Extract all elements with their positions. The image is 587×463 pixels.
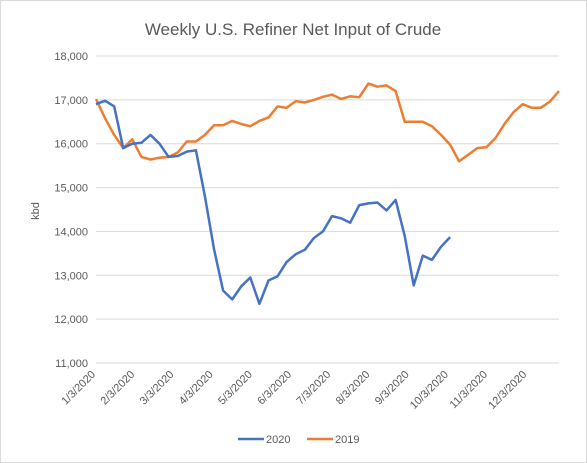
x-tick-label: 1/3/2020 — [59, 369, 98, 408]
x-tick-label: 10/3/2020 — [408, 369, 451, 412]
series-line-2020 — [95, 99, 452, 306]
x-tick-label: 3/3/2020 — [138, 369, 177, 408]
x-tick-label: 6/3/2020 — [255, 369, 294, 408]
chart-title: Weekly U.S. Refiner Net Input of Crude — [145, 20, 441, 39]
x-tick-label: 12/3/2020 — [486, 369, 529, 412]
x-tick-label: 9/3/2020 — [373, 369, 412, 408]
legend: 2020 2019 — [238, 434, 359, 446]
y-tick-labels: 11,000 12,000 13,000 14,000 15,000 16,000 17,0… — [54, 51, 88, 370]
y-axis-label: kbd — [30, 202, 42, 220]
y-tick-label: 15,000 — [54, 183, 88, 195]
legend-label-2019: 2019 — [335, 434, 359, 446]
gridlines — [96, 55, 559, 364]
x-tick-label: 7/3/2020 — [295, 369, 334, 408]
y-tick-label: 11,000 — [55, 358, 88, 370]
legend-label-2020: 2020 — [266, 434, 290, 446]
x-tick-label: 11/3/2020 — [448, 369, 491, 412]
y-tick-label: 12,000 — [54, 314, 88, 326]
series-lines — [94, 82, 560, 306]
y-tick-label: 16,000 — [54, 139, 88, 151]
x-tick-label: 5/3/2020 — [216, 369, 255, 408]
x-tick-labels: 1/3/2020 2/3/2020 3/3/2020 4/3/2020 5/3/2020… — [59, 369, 529, 412]
y-tick-label: 14,000 — [54, 226, 88, 238]
x-tick-label: 2/3/2020 — [99, 369, 138, 408]
y-tick-label: 18,000 — [54, 51, 88, 63]
y-tick-label: 13,000 — [54, 270, 88, 282]
x-tick-label: 4/3/2020 — [177, 369, 216, 408]
x-tick-label: 8/3/2020 — [334, 369, 373, 408]
series-line-2019 — [94, 82, 560, 163]
y-tick-label: 17,000 — [54, 95, 88, 107]
